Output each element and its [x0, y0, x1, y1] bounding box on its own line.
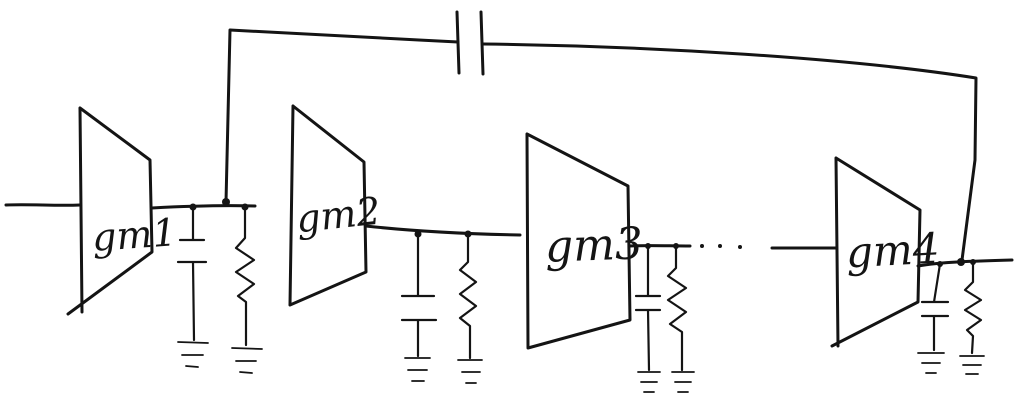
- label-gm1: gm1: [90, 210, 178, 260]
- node1-resistor: [234, 205, 256, 347]
- node4-capacitor: [920, 262, 950, 352]
- node1-capacitor: [176, 205, 208, 342]
- node4-res-ground-icon: [959, 355, 985, 375]
- label-gm4: gm4: [844, 223, 941, 278]
- node3-res-ground-icon: [671, 371, 695, 393]
- input-wire: [4, 203, 82, 207]
- feedback-wire-left: [224, 28, 460, 204]
- node1-cap-ground-icon: [177, 341, 209, 368]
- label-gm2: gm2: [293, 188, 383, 242]
- node3-capacitor: [634, 244, 662, 372]
- node2-res-ground-icon: [457, 359, 483, 384]
- node3-cap-ground-icon: [637, 371, 661, 393]
- node4-cap-ground-icon: [917, 352, 945, 374]
- node1-wire: [150, 204, 257, 210]
- node2-cap-ground-icon: [404, 357, 431, 382]
- transconductor-gm4: [830, 156, 922, 348]
- transconductor-gm1: [66, 106, 154, 316]
- feedback-capacitor: [455, 10, 485, 76]
- node1-res-ground-icon: [231, 347, 263, 374]
- feedback-wire-right: [481, 42, 978, 262]
- transconductor-gm3: [525, 132, 632, 350]
- ellipsis-dots: [700, 244, 742, 249]
- transconductor-gm2: [288, 104, 368, 307]
- node2-resistor: [458, 232, 478, 360]
- node2-wire: [364, 224, 522, 237]
- node4-resistor: [963, 260, 983, 355]
- label-gm3: gm3: [544, 218, 644, 273]
- node2-capacitor: [400, 232, 438, 358]
- node3-resistor: [666, 244, 688, 372]
- node4-dot-feedback: [957, 258, 965, 266]
